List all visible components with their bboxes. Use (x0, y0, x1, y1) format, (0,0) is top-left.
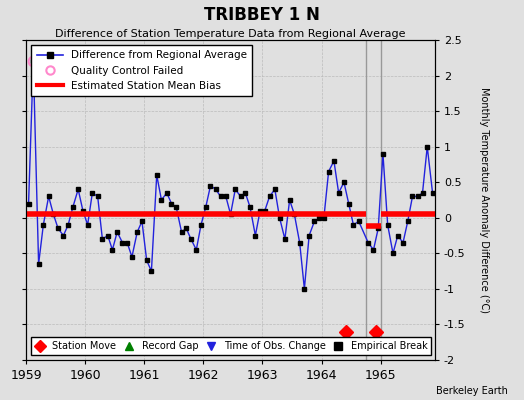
Y-axis label: Monthly Temperature Anomaly Difference (°C): Monthly Temperature Anomaly Difference (… (479, 87, 489, 313)
Text: Berkeley Earth: Berkeley Earth (436, 386, 508, 396)
Title: Difference of Station Temperature Data from Regional Average: Difference of Station Temperature Data f… (56, 29, 406, 39)
Text: TRIBBEY 1 N: TRIBBEY 1 N (204, 6, 320, 24)
Legend: Station Move, Record Gap, Time of Obs. Change, Empirical Break: Station Move, Record Gap, Time of Obs. C… (31, 337, 431, 355)
